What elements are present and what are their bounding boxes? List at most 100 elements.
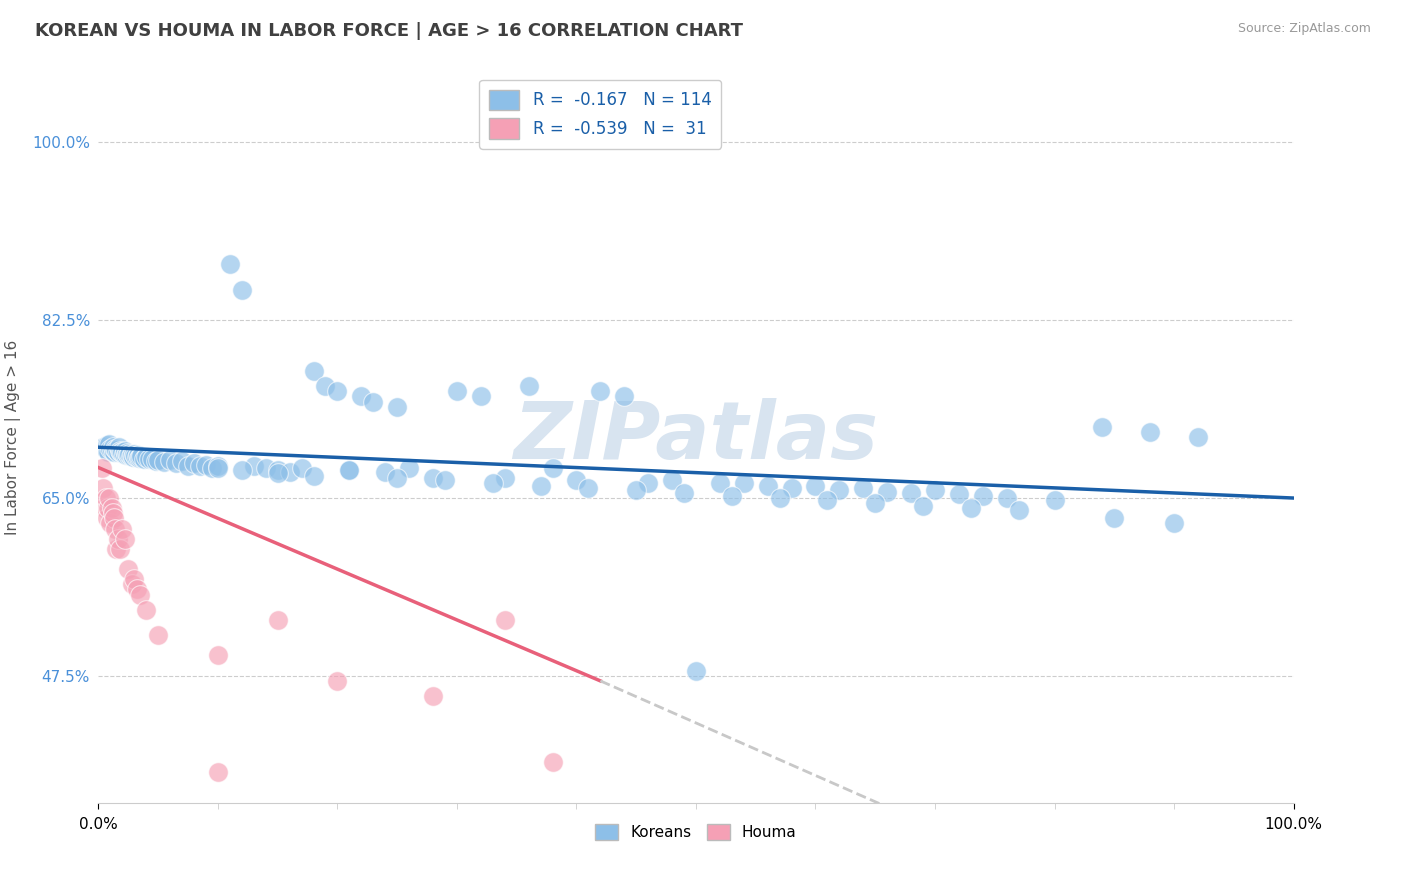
Point — [115, 446, 138, 460]
Point — [541, 460, 564, 475]
Point — [815, 493, 838, 508]
Point — [96, 511, 118, 525]
Point — [207, 460, 229, 475]
Point — [100, 443, 122, 458]
Point — [127, 449, 149, 463]
Point — [129, 588, 152, 602]
Point — [494, 613, 516, 627]
Point — [117, 562, 139, 576]
Point — [114, 532, 136, 546]
Point — [91, 440, 114, 454]
Text: KOREAN VS HOUMA IN LABOR FORCE | AGE > 16 CORRELATION CHART: KOREAN VS HOUMA IN LABOR FORCE | AGE > 1… — [35, 22, 744, 40]
Point — [494, 471, 516, 485]
Point — [780, 481, 803, 495]
Point — [138, 452, 160, 467]
Point — [128, 451, 150, 466]
Point — [120, 450, 142, 464]
Point — [278, 465, 301, 479]
Point — [756, 479, 779, 493]
Point — [613, 389, 636, 403]
Point — [685, 664, 707, 678]
Point — [1187, 430, 1209, 444]
Point — [733, 475, 755, 490]
Point — [470, 389, 492, 403]
Point — [105, 541, 128, 556]
Point — [100, 501, 122, 516]
Point — [948, 487, 970, 501]
Point — [876, 485, 898, 500]
Point — [91, 460, 114, 475]
Point — [709, 475, 731, 490]
Point — [219, 257, 242, 271]
Point — [267, 462, 290, 476]
Point — [422, 689, 444, 703]
Point — [911, 499, 934, 513]
Point — [207, 648, 229, 663]
Point — [107, 440, 129, 454]
Point — [96, 438, 118, 452]
Point — [91, 481, 114, 495]
Point — [107, 532, 129, 546]
Point — [374, 465, 396, 479]
Point — [302, 364, 325, 378]
Point — [172, 454, 194, 468]
Point — [101, 506, 124, 520]
Point — [110, 445, 132, 459]
Point — [434, 473, 457, 487]
Point — [995, 491, 1018, 505]
Point — [315, 379, 337, 393]
Point — [422, 471, 444, 485]
Point — [125, 450, 148, 465]
Point — [254, 460, 277, 475]
Point — [530, 479, 553, 493]
Point — [589, 384, 612, 399]
Point — [1043, 493, 1066, 508]
Point — [1104, 511, 1126, 525]
Point — [117, 449, 139, 463]
Point — [107, 445, 129, 459]
Point — [1091, 420, 1114, 434]
Point — [768, 491, 790, 505]
Point — [148, 628, 170, 642]
Point — [243, 458, 266, 473]
Point — [159, 453, 181, 467]
Point — [108, 541, 131, 556]
Point — [98, 516, 122, 531]
Point — [900, 486, 922, 500]
Point — [121, 449, 143, 463]
Point — [231, 283, 253, 297]
Point — [291, 460, 314, 475]
Point — [565, 473, 588, 487]
Point — [541, 755, 564, 769]
Point — [124, 450, 146, 464]
Point — [339, 462, 361, 476]
Point — [125, 582, 148, 597]
Point — [103, 445, 125, 459]
Point — [115, 449, 138, 463]
Point — [122, 450, 145, 465]
Point — [578, 481, 600, 495]
Point — [145, 454, 167, 468]
Point — [207, 458, 229, 473]
Point — [114, 444, 136, 458]
Text: Source: ZipAtlas.com: Source: ZipAtlas.com — [1237, 22, 1371, 36]
Point — [112, 447, 135, 461]
Point — [201, 460, 224, 475]
Point — [98, 442, 122, 457]
Point — [111, 445, 134, 459]
Point — [97, 501, 120, 516]
Point — [385, 471, 409, 485]
Point — [865, 496, 887, 510]
Point — [111, 521, 134, 535]
Point — [94, 491, 117, 505]
Point — [517, 379, 540, 393]
Point — [104, 521, 127, 535]
Point — [231, 462, 253, 476]
Point — [626, 483, 648, 497]
Point — [104, 442, 127, 457]
Point — [207, 765, 229, 780]
Point — [1008, 503, 1031, 517]
Point — [103, 511, 125, 525]
Point — [98, 437, 121, 451]
Point — [195, 458, 218, 472]
